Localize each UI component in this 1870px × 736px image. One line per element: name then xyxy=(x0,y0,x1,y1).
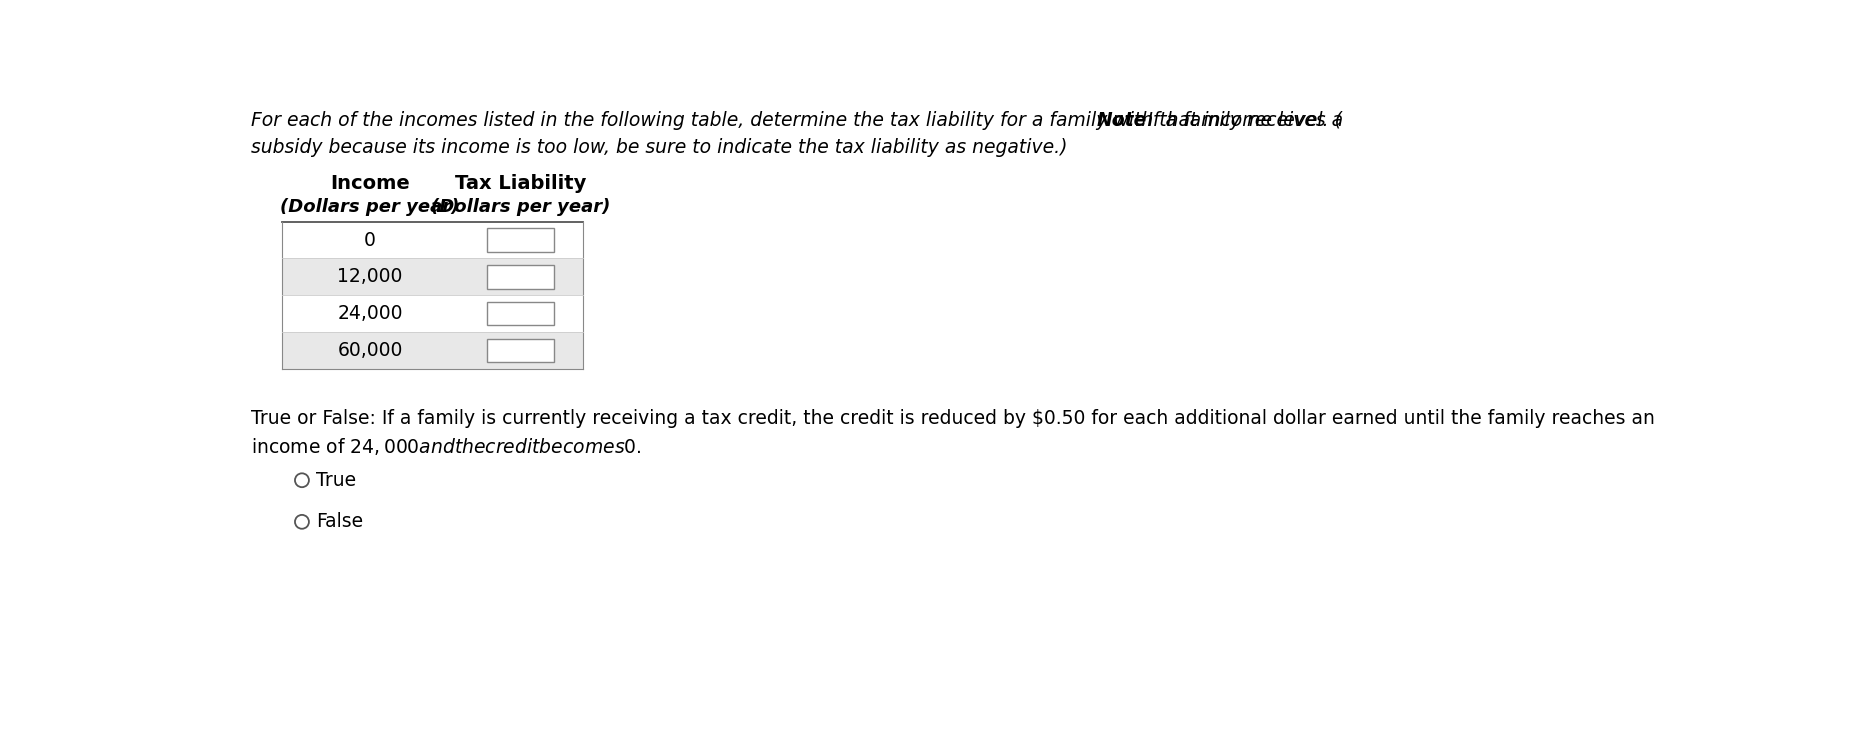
Text: Tax Liability: Tax Liability xyxy=(454,174,585,193)
Text: income of $24,000 and the credit becomes $0.: income of $24,000 and the credit becomes… xyxy=(251,436,641,456)
Bar xyxy=(488,302,554,325)
Text: 0: 0 xyxy=(365,230,376,250)
Text: True: True xyxy=(316,471,355,489)
Text: Note: Note xyxy=(1096,111,1146,130)
Bar xyxy=(488,339,554,362)
Text: (Dollars per year): (Dollars per year) xyxy=(430,199,610,216)
Text: True or False: If a family is currently receiving a tax credit, the credit is re: True or False: If a family is currently … xyxy=(251,409,1655,428)
Text: 60,000: 60,000 xyxy=(337,342,402,361)
Bar xyxy=(488,266,554,289)
Text: (Dollars per year): (Dollars per year) xyxy=(280,199,460,216)
Text: Income: Income xyxy=(331,174,410,193)
Bar xyxy=(282,333,582,369)
Text: False: False xyxy=(316,512,363,531)
Text: 24,000: 24,000 xyxy=(337,305,402,323)
Text: For each of the incomes listed in the following table, determine the tax liabili: For each of the incomes listed in the fo… xyxy=(251,111,1343,130)
Text: 12,000: 12,000 xyxy=(337,267,402,286)
Bar xyxy=(282,295,582,333)
Bar xyxy=(282,258,582,295)
Bar xyxy=(282,222,582,258)
Text: : If a family receives a: : If a family receives a xyxy=(1135,111,1343,130)
Bar xyxy=(488,228,554,252)
Text: subsidy because its income is too low, be sure to indicate the tax liability as : subsidy because its income is too low, b… xyxy=(251,138,1068,157)
